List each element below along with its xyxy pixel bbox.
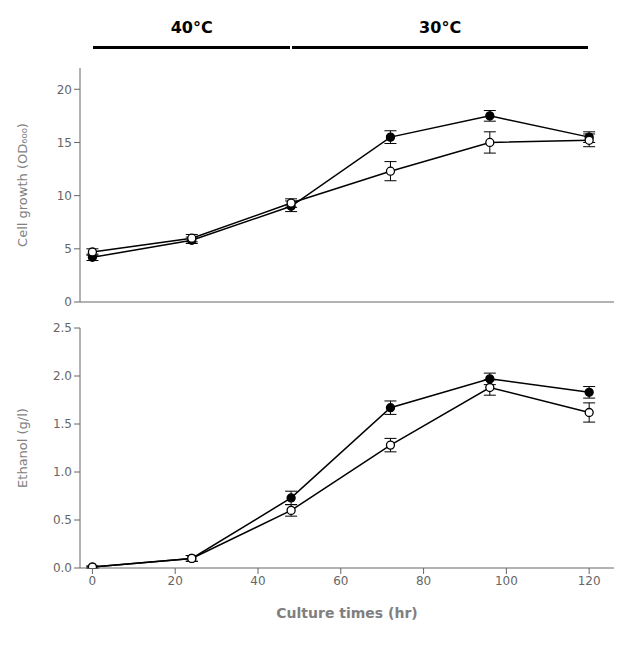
- svg-text:Ethanol (g/l): Ethanol (g/l): [15, 408, 30, 488]
- svg-text:20: 20: [57, 83, 72, 97]
- svg-text:1.5: 1.5: [53, 417, 72, 431]
- html-text:30°C: 30°C: [419, 18, 462, 37]
- svg-text:2.0: 2.0: [53, 369, 72, 383]
- svg-text:0.0: 0.0: [53, 561, 72, 575]
- svg-text:0: 0: [89, 574, 97, 588]
- svg-text:2.5: 2.5: [53, 321, 72, 335]
- svg-text:100: 100: [495, 574, 518, 588]
- svg-text:5: 5: [64, 242, 72, 256]
- html-text:40°C: 40°C: [170, 18, 213, 37]
- svg-text:10: 10: [57, 189, 72, 203]
- svg-text:120: 120: [578, 574, 601, 588]
- svg-text:80: 80: [416, 574, 431, 588]
- svg-text:60: 60: [333, 574, 348, 588]
- svg-text:20: 20: [168, 574, 183, 588]
- svg-text:40: 40: [250, 574, 265, 588]
- svg-text:0.5: 0.5: [53, 513, 72, 527]
- svg-text:1.0: 1.0: [53, 465, 72, 479]
- svg-text:0: 0: [64, 295, 72, 309]
- svg-text:15: 15: [57, 136, 72, 150]
- svg-text:Culture times (hr): Culture times (hr): [276, 605, 417, 621]
- svg-text:Cell growth (OD₆₀₀): Cell growth (OD₆₀₀): [15, 123, 30, 247]
